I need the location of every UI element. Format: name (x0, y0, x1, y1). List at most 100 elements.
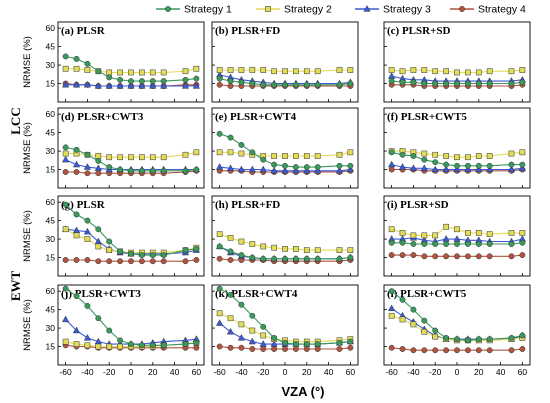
panel-d-point-strategy-3 (62, 155, 70, 163)
panel-i-point-strategy-4 (421, 253, 428, 260)
panel-e-point-strategy-1 (314, 164, 321, 171)
panel-h-point-strategy-2 (314, 247, 321, 254)
panel-i-point-strategy-4 (508, 253, 515, 260)
panel-e-point-strategy-2 (293, 153, 299, 159)
panel-k-xtick-label-60: 60 (346, 367, 356, 377)
panel-h-point-strategy-1 (238, 252, 245, 259)
panel-i-point-strategy-2 (410, 232, 417, 239)
panel-g-point-strategy-1 (138, 252, 145, 259)
panel-k-point-strategy-1 (271, 334, 278, 341)
panel-k-point-strategy-3 (226, 327, 235, 335)
panel-a-point-strategy-3 (105, 82, 113, 89)
panel-f-point-strategy-1 (464, 162, 471, 169)
panel-b-point-strategy-2 (216, 67, 223, 73)
panel-h-point-strategy-1 (314, 255, 321, 262)
panel-f-point-strategy-3 (388, 160, 396, 168)
panel-e-point-strategy-3 (248, 165, 256, 173)
panel-k-point-strategy-2 (249, 327, 256, 334)
panel-b-point-strategy-2 (238, 67, 245, 73)
panel-a-ytick-label-45: 45 (46, 42, 56, 52)
panel-c-point-strategy-2 (432, 68, 439, 75)
panel-h-point-strategy-1 (292, 255, 299, 262)
panel-j-xtick-label-20: 20 (148, 367, 158, 377)
panel-e-point-strategy-1 (260, 156, 267, 163)
panel-g-point-strategy-1 (117, 248, 124, 255)
panel-k-point-strategy-3 (248, 337, 256, 345)
panel-f-point-strategy-2 (486, 153, 493, 159)
panel-a-point-strategy-3 (83, 80, 92, 88)
panel-d-point-strategy-2 (139, 154, 145, 161)
panel-g-point-strategy-1 (95, 226, 102, 233)
panel-e-point-strategy-1 (227, 134, 234, 141)
panel-g-ytick-label-15: 15 (46, 253, 56, 263)
panel-g-point-strategy-2 (73, 232, 80, 239)
panel-i-point-strategy-2 (508, 230, 515, 236)
panel-e-point-strategy-2 (303, 153, 310, 159)
panel-a-point-strategy-3 (116, 82, 124, 89)
panel-e-point-strategy-2 (227, 149, 234, 156)
panel-a-point-strategy-2 (139, 69, 145, 76)
panel-g-ytick-label-30: 30 (46, 234, 56, 244)
panel-k-point-strategy-1 (249, 312, 256, 319)
panel-l-point-strategy-4 (399, 346, 406, 352)
panel-a-point-strategy-1 (62, 53, 69, 60)
panel-f-point-strategy-3 (453, 165, 461, 173)
panel-h-point-strategy-1 (271, 255, 278, 262)
panel-g-point-strategy-2 (62, 226, 69, 233)
panel-f-frame (383, 107, 531, 189)
panel-d-point-strategy-4 (95, 170, 102, 177)
panel-i-point-strategy-4 (432, 253, 439, 260)
panel-a-point-strategy-1 (117, 76, 124, 83)
panel-g-point-strategy-4 (95, 258, 102, 265)
panel-b-title: (b) PLSR+FD (215, 25, 280, 37)
panel-c-point-strategy-1 (508, 80, 515, 87)
panel-j-title: (j) PLSR+CWT3 (61, 288, 141, 300)
panel-j-y-axis-label: NRMSE (%) (22, 299, 33, 351)
legend-marker-strategy-4 (459, 6, 465, 12)
panel-f: (f) PLSR+CWT5 (383, 107, 531, 189)
panel-k-xtick-label-0: 0 (283, 367, 288, 377)
panel-d-title: (d) PLSR+CWT3 (61, 111, 144, 123)
panel-b-point-strategy-2 (260, 67, 267, 73)
panel-i-point-strategy-2 (454, 226, 460, 233)
panel-d-ytick-label-15: 15 (46, 165, 56, 175)
panel-l-point-strategy-2 (432, 333, 439, 340)
panel-h-point-strategy-2 (260, 243, 267, 250)
panel-d-point-strategy-1 (84, 151, 91, 158)
panel-j-xtick-label-40: 40 (170, 367, 180, 377)
panel-i-point-strategy-2 (519, 230, 526, 236)
panel-l-xtick-label-0: 0 (455, 367, 460, 377)
panel-g-point-strategy-4 (106, 258, 113, 265)
panel-k-point-strategy-4 (216, 343, 223, 350)
panel-a-point-strategy-3 (94, 82, 102, 89)
panel-a-point-strategy-2 (106, 69, 113, 76)
panel-h-point-strategy-1 (227, 248, 234, 255)
panel-e-point-strategy-1 (336, 162, 343, 169)
panel-j-point-strategy-1 (62, 285, 69, 292)
panel-e-point-strategy-1 (303, 164, 310, 171)
panel-i-point-strategy-4 (454, 253, 460, 260)
panel-i-point-strategy-1 (454, 241, 460, 247)
legend-marker-strategy-3 (363, 5, 371, 12)
panel-j-point-strategy-3 (62, 315, 70, 323)
panel-k-point-strategy-1 (314, 341, 321, 348)
panel-b-point-strategy-1 (216, 75, 223, 82)
panel-k-point-strategy-3 (237, 334, 246, 341)
panel-b-point-strategy-2 (271, 68, 277, 75)
panel-b-point-strategy-1 (314, 81, 321, 88)
panel-c-point-strategy-2 (519, 67, 526, 73)
panel-a-title: (a) PLSR (61, 25, 106, 37)
panel-l-xtick-label-60: 60 (518, 367, 528, 377)
panel-h-point-strategy-4 (227, 257, 234, 263)
panel-k-xtick-label-40: 40 (324, 367, 334, 377)
panel-e-point-strategy-2 (238, 150, 245, 157)
panel-j-xtick-label--20: -20 (103, 367, 116, 377)
panel-a-point-strategy-2 (160, 69, 167, 76)
panel-b-point-strategy-2 (347, 67, 354, 73)
panel-c-point-strategy-1 (399, 79, 406, 86)
panel-a-point-strategy-1 (106, 74, 113, 81)
panel-e-point-strategy-1 (271, 161, 278, 168)
panel-i-point-strategy-2 (421, 232, 428, 239)
panel-a-point-strategy-3 (127, 82, 135, 89)
